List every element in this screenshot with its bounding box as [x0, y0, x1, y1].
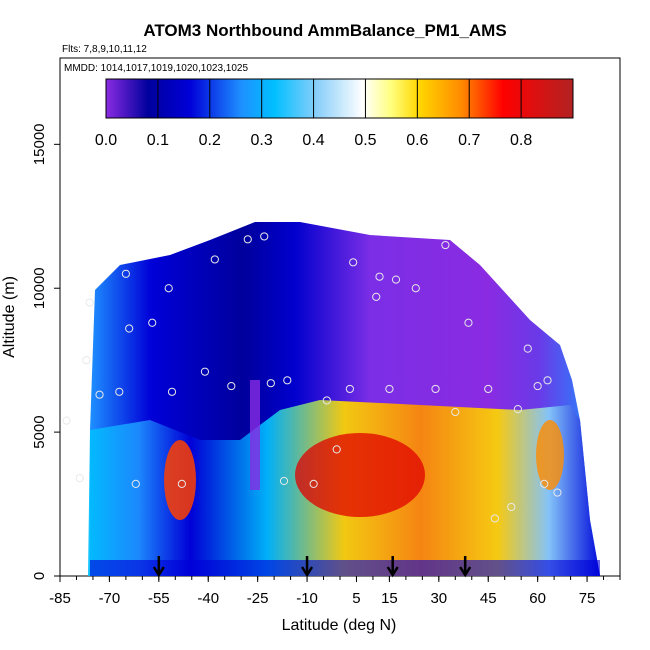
flights-note: Flts: 7,8,9,10,11,12	[62, 44, 147, 55]
x-tick-label: 45	[480, 590, 497, 607]
heatmap-hotspot-south	[164, 440, 196, 520]
colorbar-tick-label: 0.8	[510, 132, 532, 149]
colorbar-tick-label: 0.1	[147, 132, 169, 149]
colorbar-tick-label: 0.0	[95, 132, 117, 149]
sample-point	[62, 416, 71, 425]
x-tick-label: -70	[99, 590, 121, 607]
heatmap-field	[88, 222, 600, 576]
sample-point	[451, 407, 460, 417]
y-tick-label: 15000	[31, 123, 48, 165]
y-tick-label: 5000	[31, 415, 48, 448]
sample-point	[523, 344, 532, 353]
colorbar-tick-label: 0.7	[458, 132, 480, 149]
sample-point	[464, 318, 473, 327]
heatmap-hotspot-tropics	[295, 433, 425, 517]
sample-point	[507, 502, 516, 512]
x-tick-label: 75	[579, 590, 596, 607]
sample-point	[115, 387, 124, 396]
colorbar-tick-label: 0.3	[251, 132, 273, 149]
sample-point	[167, 387, 177, 396]
heatmap-surface-layer	[90, 560, 600, 576]
sample-point	[279, 476, 289, 486]
x-tick-label: -10	[296, 590, 318, 607]
colorbar-tick-label: 0.6	[406, 132, 428, 149]
sample-point	[210, 255, 219, 264]
profile-arrowhead	[152, 566, 165, 578]
sample-point	[391, 275, 401, 284]
colorbar-ticks: 0.0 0.1 0.2 0.3 0.4 0.5 0.6 0.7 0.8	[95, 79, 532, 149]
sample-point	[75, 474, 84, 483]
sample-point	[441, 240, 450, 250]
colorbar-tick-label: 0.2	[199, 132, 221, 149]
sample-point	[372, 292, 381, 301]
sample-point	[322, 396, 331, 405]
sample-point	[85, 298, 94, 307]
colorbar-tick-label: 0.4	[302, 132, 324, 149]
sample-point	[309, 479, 318, 489]
sample-point	[200, 367, 210, 376]
sample-point	[553, 488, 562, 497]
sample-point	[385, 384, 394, 394]
sample-point	[121, 269, 130, 278]
sample-point	[227, 381, 236, 391]
sample-point	[533, 381, 542, 391]
sample-point	[375, 272, 384, 281]
sample-point	[266, 379, 275, 388]
sample-point	[484, 384, 493, 394]
sample-point	[125, 324, 134, 333]
sample-point	[95, 390, 104, 399]
sample-point	[513, 404, 522, 414]
sample-point	[431, 384, 440, 394]
heatmap-low-strip	[250, 380, 260, 490]
sample-point	[411, 284, 420, 293]
y-tick-label: 10000	[31, 267, 48, 309]
profile-arrows	[152, 556, 472, 578]
x-tick-label: 30	[430, 590, 447, 607]
colorbar	[105, 78, 574, 119]
sample-point	[345, 384, 354, 394]
sample-point	[349, 258, 358, 267]
sample-point	[543, 376, 552, 385]
sample-points	[62, 232, 562, 523]
x-tick-label: -40	[197, 590, 219, 607]
sample-point	[243, 235, 252, 244]
sample-point	[148, 318, 157, 327]
x-tick-label: -85	[49, 590, 71, 607]
sample-point	[283, 376, 292, 385]
sample-point	[540, 479, 549, 489]
profile-arrowhead	[386, 566, 399, 578]
sample-point	[332, 445, 341, 454]
sample-point	[177, 479, 186, 489]
sample-point	[260, 232, 269, 241]
y-axis: 0 5000 10000 15000	[31, 123, 60, 580]
y-axis-label: Altitude (m)	[1, 276, 18, 358]
chart-title: ATOM3 Northbound AmmBalance_PM1_AMS	[143, 21, 506, 40]
x-tick-label: -25	[247, 590, 269, 607]
x-tick-label: 5	[352, 590, 360, 607]
sample-point	[131, 479, 140, 489]
y-tick-label: 0	[31, 572, 48, 580]
profile-arrowhead	[459, 566, 472, 578]
x-tick-label: 15	[381, 590, 398, 607]
x-tick-label: -55	[148, 590, 170, 607]
x-axis: -85 -70 -55 -40 -25 -10 5 15 30 45 60 75	[49, 576, 621, 607]
dates-note: MMDD: 1014,1017,1019,1020,1023,1025	[64, 63, 248, 74]
sample-point	[82, 356, 91, 365]
x-tick-label: 60	[529, 590, 546, 607]
profile-arrowhead	[300, 566, 314, 578]
x-axis-label: Latitude (deg N)	[282, 617, 397, 634]
heatmap-hotspot-north	[536, 420, 564, 490]
sample-point	[490, 514, 499, 523]
sample-point	[164, 284, 173, 293]
colorbar-tick-label: 0.5	[354, 132, 376, 149]
